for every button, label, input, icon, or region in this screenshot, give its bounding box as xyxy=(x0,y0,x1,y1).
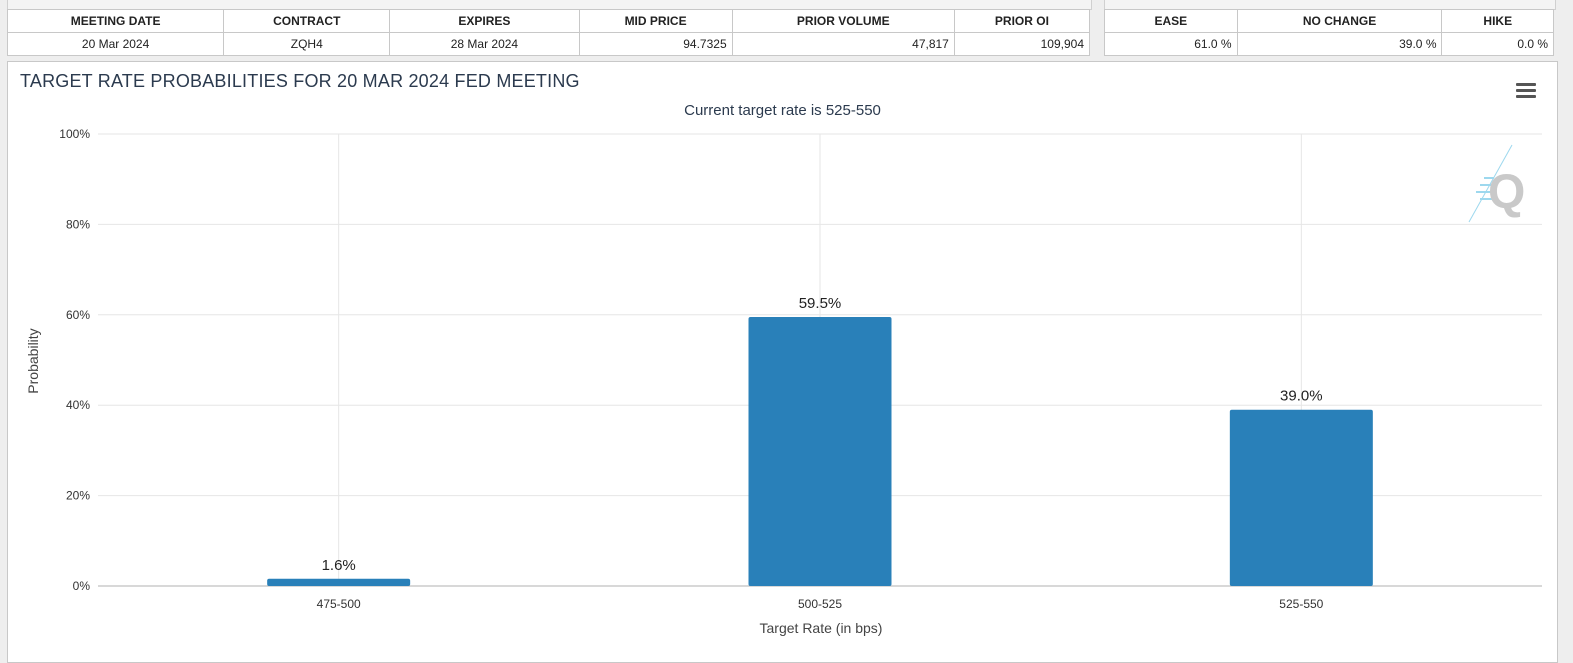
y-tick-label: 0% xyxy=(73,579,91,593)
bar-data-label: 59.5% xyxy=(799,295,842,312)
bar-525-550[interactable] xyxy=(1229,409,1373,586)
col-no-change: NO CHANGE xyxy=(1236,9,1443,33)
chart-labels: 0% 20% 40% 60% 80% 100% 1.6% 475-500 59.5% 500-52… xyxy=(59,127,1323,611)
cell-contract: ZQH4 xyxy=(223,32,391,56)
col-contract: CONTRACT xyxy=(223,9,391,33)
chart-title: TARGET RATE PROBABILITIES FOR 20 MAR 202… xyxy=(20,71,580,91)
cell-ease: 61.0 % xyxy=(1104,32,1238,56)
col-hike: HIKE xyxy=(1441,9,1554,33)
table-row: 20 Mar 2024 ZQH4 28 Mar 2024 94.7325 47,… xyxy=(6,32,1091,56)
col-meeting-date: MEETING DATE xyxy=(6,9,225,33)
y-tick-label: 60% xyxy=(66,308,90,322)
chart-panel: Q 0% 20% 40% 60% 80% 100% 1.6% 475-500 59.5% 500-… xyxy=(7,61,1558,663)
bar-475-500[interactable] xyxy=(267,578,411,586)
cell-meeting-date: 20 Mar 2024 xyxy=(6,32,225,56)
cell-hike: 0.0 % xyxy=(1441,32,1554,56)
cell-prior-oi: 109,904 xyxy=(953,32,1091,56)
cell-expires: 28 Mar 2024 xyxy=(389,32,580,56)
bar-data-label: 39.0% xyxy=(1280,388,1323,405)
x-tick-label: 475-500 xyxy=(317,597,361,611)
meeting-info-table: MEETING DATE CONTRACT EXPIRES MID PRICE … xyxy=(6,9,1091,56)
cell-no-change: 39.0 % xyxy=(1236,32,1443,56)
bar-chart: Q 0% 20% 40% 60% 80% 100% 1.6% 475-500 59.5% 500-… xyxy=(25,127,1542,636)
y-tick-label: 40% xyxy=(66,398,90,412)
svg-text:Q: Q xyxy=(1488,166,1525,219)
x-tick-label: 525-550 xyxy=(1279,597,1323,611)
hamburger-menu-icon[interactable] xyxy=(1516,83,1536,101)
col-prior-volume: PRIOR VOLUME xyxy=(731,9,955,33)
y-axis-title: Probability xyxy=(25,328,41,393)
chart-bars xyxy=(267,317,1373,586)
q-logo-watermark: Q xyxy=(1468,144,1525,223)
y-tick-label: 20% xyxy=(66,489,90,503)
meeting-table-header-row: MEETING DATE CONTRACT EXPIRES MID PRICE … xyxy=(6,9,1091,33)
x-axis-title: Target Rate (in bps) xyxy=(760,620,883,636)
col-expires: EXPIRES xyxy=(389,9,580,33)
probability-summary-table: EASE NO CHANGE HIKE 61.0 % 39.0 % 0.0 % xyxy=(1104,9,1554,56)
bar-data-label: 1.6% xyxy=(322,557,356,574)
cell-mid-price: 94.7325 xyxy=(578,32,733,56)
col-ease: EASE xyxy=(1104,9,1238,33)
col-mid-price: MID PRICE xyxy=(578,9,733,33)
chart-subtitle: Current target rate is 525-550 xyxy=(684,102,881,119)
cell-prior-volume: 47,817 xyxy=(731,32,955,56)
prob-table-header-row: EASE NO CHANGE HIKE xyxy=(1104,9,1554,33)
y-tick-label: 100% xyxy=(59,127,90,141)
table-row: 61.0 % 39.0 % 0.0 % xyxy=(1104,32,1554,56)
bar-500-525[interactable] xyxy=(748,317,892,586)
y-tick-label: 80% xyxy=(66,217,90,231)
x-tick-label: 500-525 xyxy=(798,597,842,611)
col-prior-oi: PRIOR OI xyxy=(953,9,1091,33)
